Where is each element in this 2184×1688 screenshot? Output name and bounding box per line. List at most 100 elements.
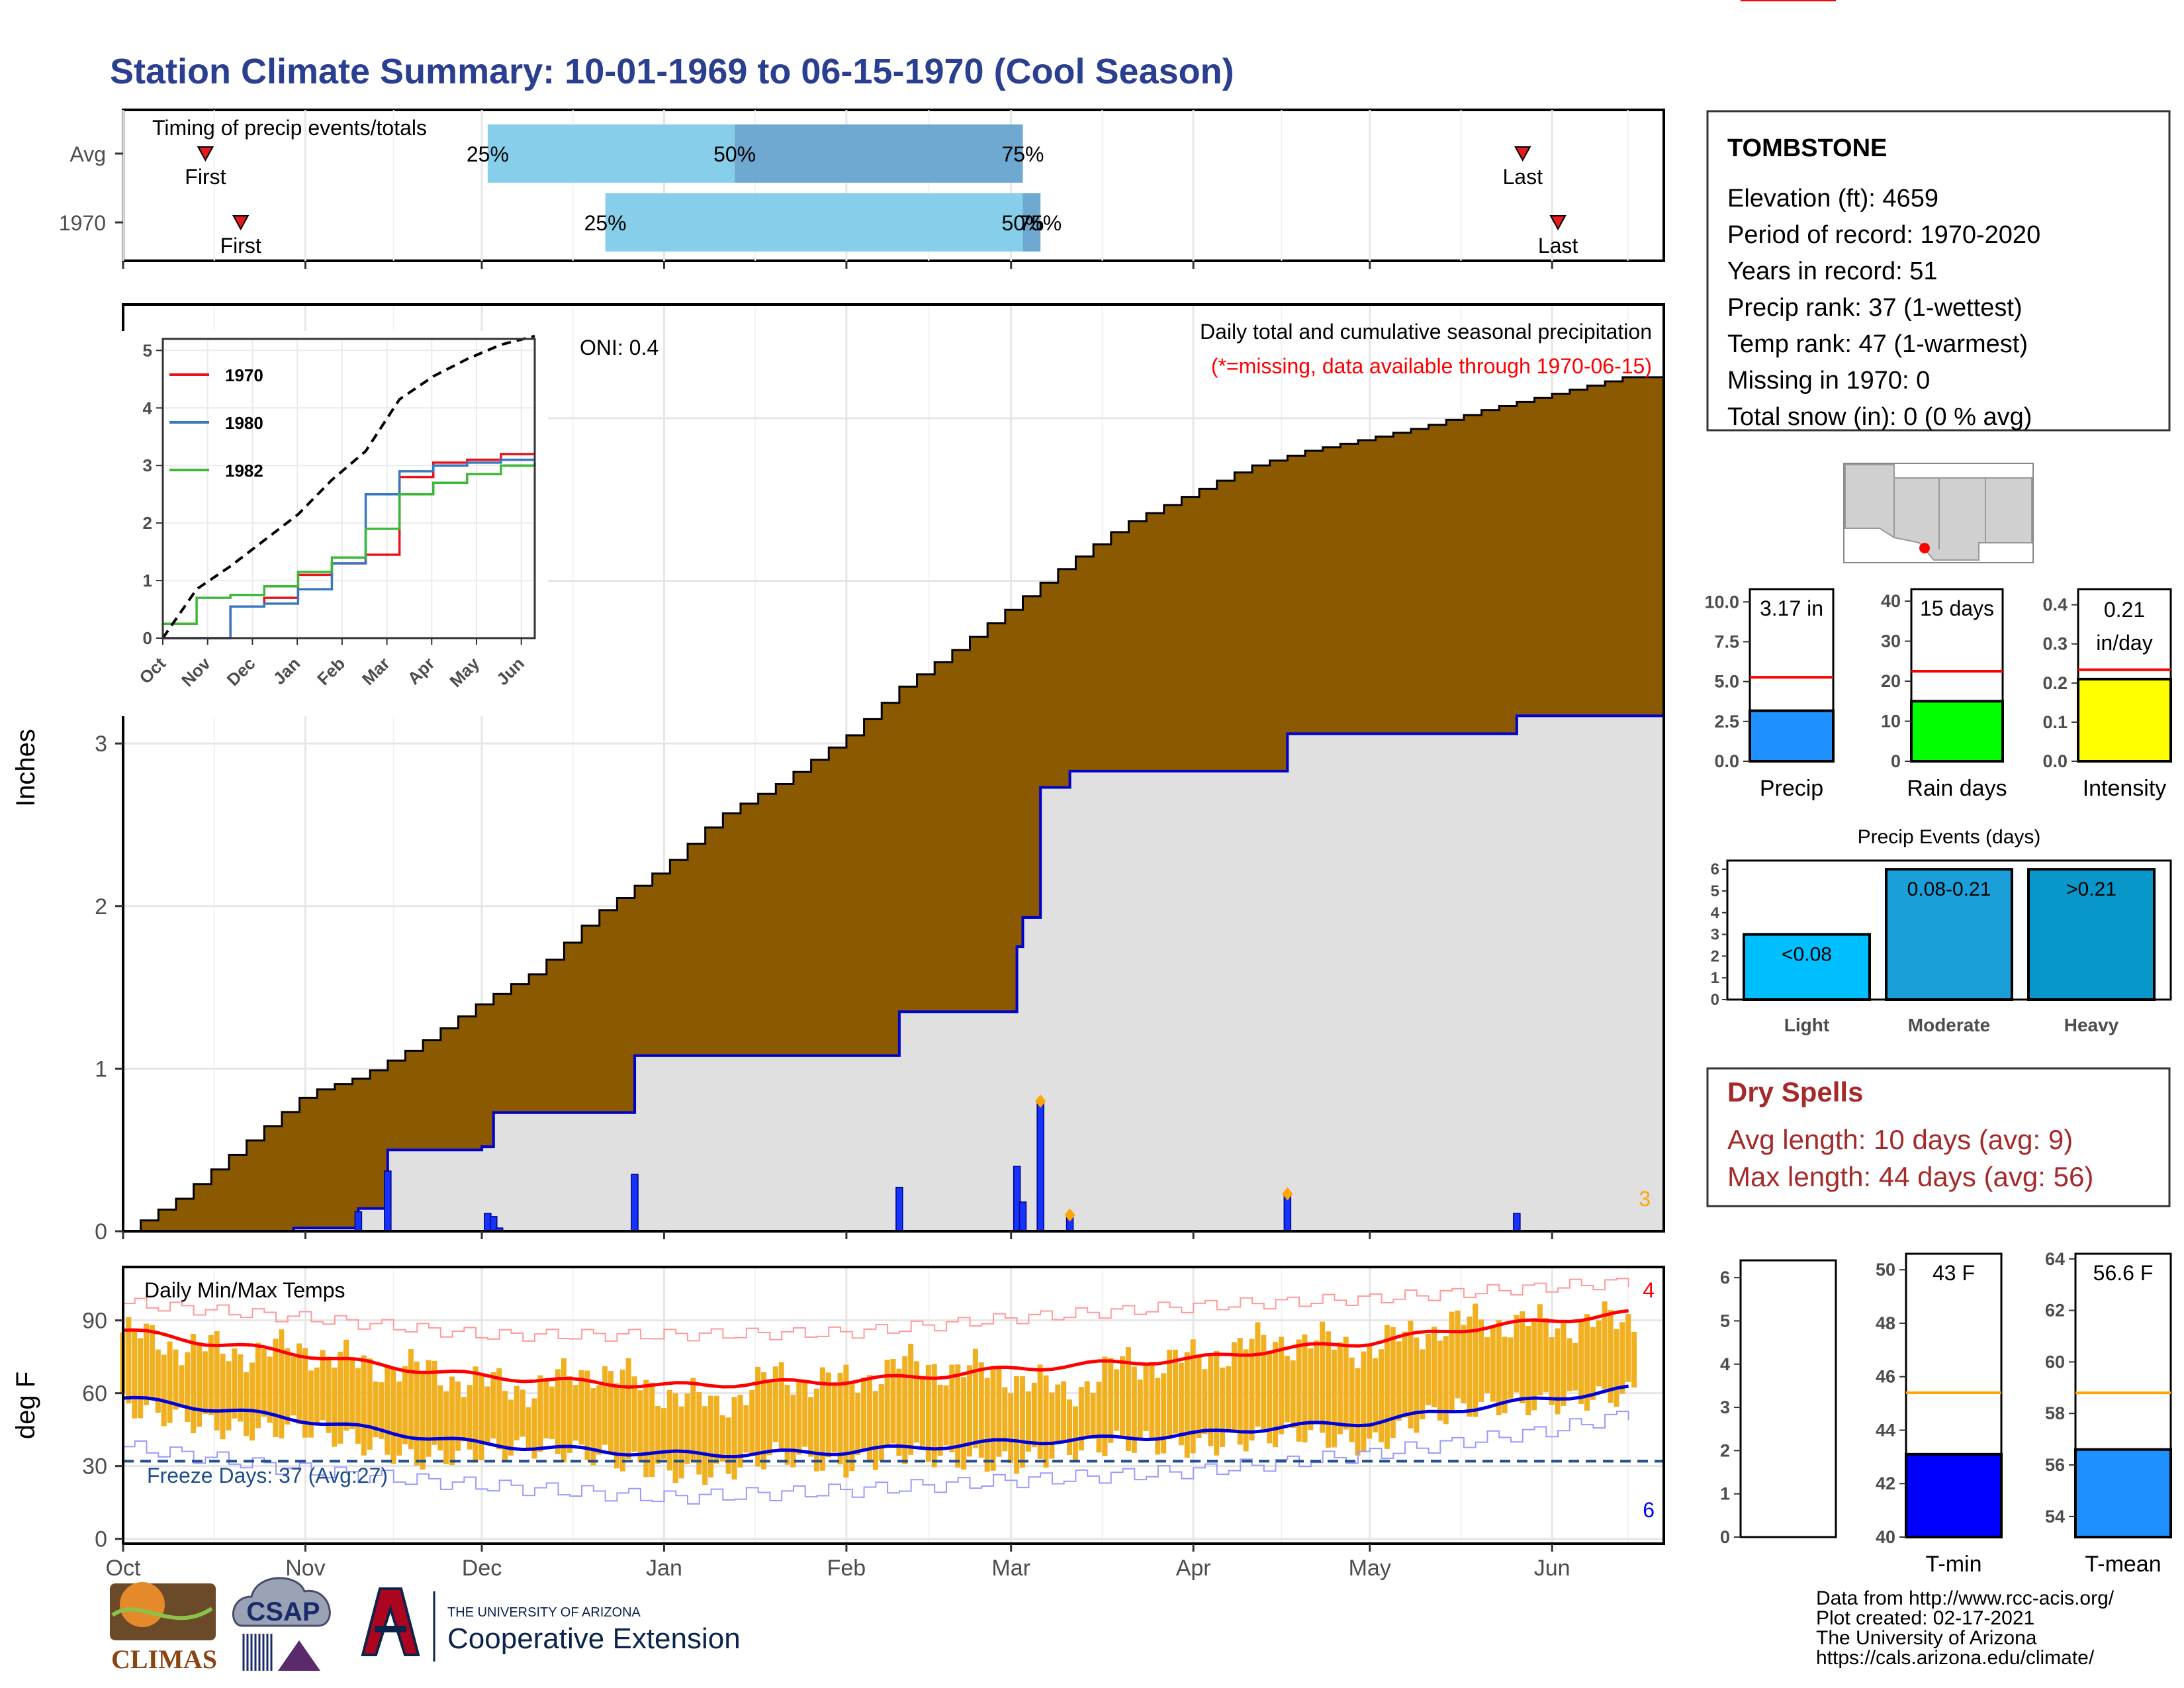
daily-temp-range-bar [296, 1343, 302, 1425]
daily-temp-range-bar [1367, 1346, 1373, 1439]
daily-temp-range-bar [1196, 1354, 1202, 1438]
daily-temp-range-bar [819, 1367, 825, 1471]
mini-y-tick-label: 0.0 [1714, 751, 1739, 771]
timing-p25-label: 25% [584, 211, 627, 235]
mini-y-tick-label: 2 [1720, 1440, 1730, 1460]
daily-temp-range-bar [1067, 1399, 1073, 1456]
daily-temp-range-bar [919, 1376, 925, 1447]
daily-temp-range-bar [984, 1378, 990, 1472]
daily-temp-range-bar [696, 1391, 702, 1475]
daily-temp-range-bar [1055, 1384, 1061, 1444]
daily-temp-range-bar [478, 1376, 484, 1460]
timing-p25-label: 25% [467, 142, 509, 166]
daily-temp-range-bar [643, 1380, 649, 1477]
mini-y-tick-label: 40 [1881, 591, 1901, 611]
mini-value-bar [2074, 1448, 2172, 1538]
timing-p50-label: 50% [1001, 211, 1044, 235]
daily-temp-range-bar [1237, 1338, 1243, 1445]
daily-temp-range-bar [443, 1391, 449, 1464]
daily-temp-range-bar [285, 1348, 291, 1425]
timing-first-label: First [185, 165, 226, 189]
daily-temp-range-bar [1225, 1366, 1231, 1432]
daily-temp-range-bar [214, 1331, 220, 1430]
daily-temp-range-bar [884, 1360, 890, 1445]
daily-temp-range-bar [755, 1366, 761, 1467]
daily-temp-range-bar [1178, 1362, 1184, 1446]
footer-line: The University of Arizona [1816, 1627, 2037, 1649]
daily-temp-range-bar [578, 1370, 584, 1445]
daily-temp-range-bar [508, 1399, 514, 1456]
mini-frame [1739, 1259, 1837, 1538]
events-y-tick-label: 2 [1711, 947, 1719, 965]
daily-temp-range-bar [719, 1415, 725, 1462]
daily-temp-range-bar [1090, 1393, 1096, 1439]
daily-temp-range-bar [414, 1361, 420, 1466]
daily-temp-range-bar [1443, 1336, 1449, 1425]
daily-temp-range-bar [1567, 1338, 1572, 1391]
daily-temp-range-bar [355, 1368, 361, 1444]
daily-precip-bar [354, 1211, 363, 1232]
ua-big-text: Cooperative Extension [447, 1622, 741, 1655]
daily-temp-range-bar [1578, 1321, 1584, 1405]
mini-y-tick-label: 2.5 [1714, 712, 1739, 731]
daily-temp-range-bar [743, 1405, 749, 1453]
daily-temp-range-bar [1302, 1334, 1308, 1442]
daily-temp-range-bar [890, 1359, 896, 1444]
daily-temp-range-bar [238, 1354, 244, 1422]
station-info-line: Precip rank: 37 (1-wettest) [1727, 294, 2023, 322]
temps-tick-label: Jun [1534, 1556, 1570, 1581]
daily-temp-range-bar [896, 1368, 902, 1456]
events-bar [1885, 868, 2013, 1001]
daily-temp-range-bar [208, 1335, 214, 1415]
daily-temp-range-bar [543, 1378, 549, 1438]
precip-y-tick-label: 3 [95, 731, 107, 757]
daily-temp-range-bar [672, 1393, 678, 1483]
daily-temp-range-bar [1390, 1327, 1396, 1438]
events-category-label: Light [1784, 1015, 1829, 1035]
daily-temp-range-bar [461, 1397, 467, 1442]
timing-first-marker [197, 146, 214, 162]
daily-temp-range-bar [314, 1367, 320, 1425]
daily-temp-range-bar [908, 1343, 914, 1455]
daily-temp-range-bar [432, 1360, 437, 1445]
mini-value-label: 3.17 in [1760, 596, 1823, 620]
daily-temp-range-bar [561, 1358, 567, 1463]
daily-temp-range-bar [367, 1358, 373, 1450]
mini-y-tick-label: 10.0 [1704, 592, 1739, 612]
daily-precip-bar [895, 1186, 903, 1232]
daily-temp-range-bar [1331, 1349, 1337, 1448]
csap-cloud-shape [232, 1577, 331, 1627]
daily-temp-range-bar [1161, 1373, 1167, 1454]
daily-temp-range-bar [426, 1360, 432, 1457]
daily-temp-range-bar [1484, 1336, 1490, 1393]
daily-temp-range-bar [173, 1349, 179, 1410]
temps-tick-label: May [1349, 1556, 1391, 1581]
inset-y-tick-label: 3 [143, 455, 152, 475]
daily-temp-range-bar [1455, 1310, 1461, 1399]
daily-temp-range-bar [1496, 1320, 1502, 1415]
mini-x-label: T-min [1926, 1552, 1982, 1577]
daily-temp-range-bar [831, 1385, 837, 1452]
daily-temp-range-bar [273, 1338, 279, 1437]
daily-temp-range-bar [625, 1358, 631, 1460]
daily-temp-range-bar [302, 1348, 308, 1438]
daily-temp-range-bar [1537, 1304, 1543, 1395]
daily-temp-range-bar [849, 1382, 855, 1472]
daily-temp-range-bar [531, 1398, 537, 1459]
daily-temp-range-bar [996, 1365, 1002, 1457]
record-min-line [123, 1411, 1629, 1505]
station-box: TOMBSTONE Elevation (ft): 4659 Period of r… [1706, 110, 2171, 432]
mini-value-bar [1910, 700, 2004, 763]
timing-first-marker [232, 215, 250, 231]
daily-temp-range-bar [737, 1394, 743, 1468]
daily-temp-range-bar [514, 1385, 520, 1440]
inset-legend-label: 1970 [225, 365, 263, 385]
temps-y-tick-label: 30 [82, 1454, 107, 1479]
inset-legend-label: 1980 [225, 413, 263, 433]
daily-temp-range-bar [1326, 1331, 1332, 1448]
daily-temp-range-bar [473, 1366, 478, 1463]
daily-temp-range-bar [955, 1364, 961, 1468]
daily-temp-range-bar [1490, 1326, 1496, 1402]
daily-temp-range-bar [1378, 1349, 1384, 1442]
temps-chart-title: Daily Min/Max Temps [144, 1278, 345, 1302]
